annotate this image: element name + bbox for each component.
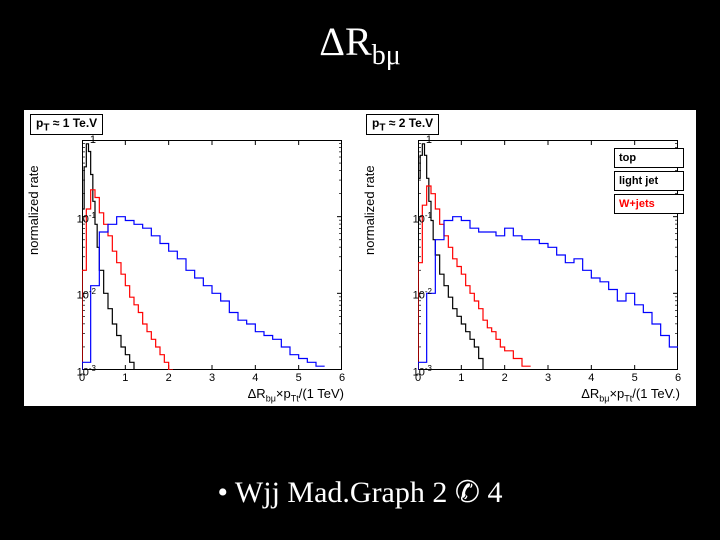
plot-svg-left — [82, 140, 342, 370]
pt-label-right: pT ≈ 2 Te.V — [366, 114, 439, 135]
title-subscript: bμ — [372, 40, 401, 71]
ytick-label: 10-2 — [402, 287, 432, 302]
xtick-label: 2 — [498, 372, 512, 384]
xtick-label: 2 — [162, 372, 176, 384]
xlabel-left: ΔRbμ×pTt/(1 TeV) — [248, 386, 344, 404]
ytick-label: 1 — [66, 134, 96, 146]
ytick-label: 10-1 — [402, 211, 432, 226]
title-delta-r: ΔR — [319, 19, 371, 64]
xtick-label: 4 — [584, 372, 598, 384]
ylabel-left: normalized rate — [26, 165, 41, 255]
xlabel-right: ΔRbμ×pTt/(1 TeV.) — [581, 386, 680, 404]
chart-container: pT ≈ 1 Te.V normalized rate ΔRbμ×pTt/(1 … — [24, 110, 696, 406]
panel-left: pT ≈ 1 Te.V normalized rate ΔRbμ×pTt/(1 … — [24, 110, 360, 406]
ytick-label: 1 — [402, 134, 432, 146]
legend-item-top: top — [614, 148, 684, 168]
bullet-text: • Wjj Mad.Graph 2 ✆ 4 — [0, 475, 720, 510]
xtick-label: 5 — [292, 372, 306, 384]
ytick-label: 10-2 — [66, 287, 96, 302]
xtick-label: 1 — [118, 372, 132, 384]
panel-right: pT ≈ 2 Te.V normalized rate ΔRbμ×pTt/(1 … — [360, 110, 696, 406]
xtick-label: 6 — [671, 372, 685, 384]
pt-label-left: pT ≈ 1 Te.V — [30, 114, 103, 135]
legend-item-wjets: W+jets — [614, 194, 684, 214]
ylabel-right: normalized rate — [362, 165, 377, 255]
xtick-label: 6 — [335, 372, 349, 384]
xtick-label: 0 — [75, 372, 89, 384]
xtick-label: 5 — [628, 372, 642, 384]
page-title: ΔRbμ — [0, 0, 720, 72]
xtick-label: 3 — [205, 372, 219, 384]
legend-item-lightjet: light jet — [614, 171, 684, 191]
ytick-label: 10-1 — [66, 211, 96, 226]
xtick-label: 1 — [454, 372, 468, 384]
xtick-label: 0 — [411, 372, 425, 384]
xtick-label: 4 — [248, 372, 262, 384]
xtick-label: 3 — [541, 372, 555, 384]
legend: top light jet W+jets — [614, 148, 684, 217]
